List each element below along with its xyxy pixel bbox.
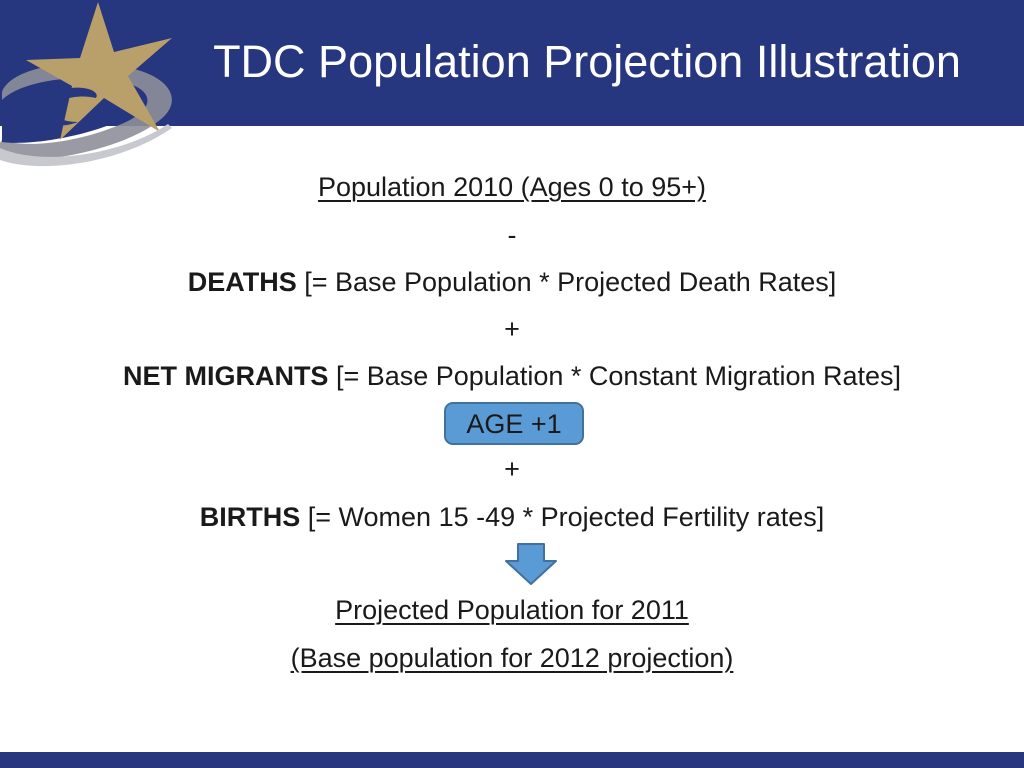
births-line: BIRTHS [= Women 15 -49 * Projected Ferti… bbox=[0, 500, 1024, 534]
tdc-star-logo-icon bbox=[0, 2, 172, 167]
down-arrow-icon bbox=[505, 543, 557, 585]
slide-title: TDC Population Projection Illustration bbox=[213, 36, 961, 87]
deaths-label: DEATHS bbox=[187, 267, 297, 297]
age-plus-one-box: AGE +1 bbox=[444, 402, 584, 445]
deaths-formula: [= Base Population * Projected Death Rat… bbox=[296, 267, 837, 297]
births-formula: [= Women 15 -49 * Projected Fertility ra… bbox=[300, 502, 825, 532]
base-2012-text: (Base population for 2012 projection) bbox=[290, 643, 734, 673]
population-2010-line: Population 2010 (Ages 0 to 95+) bbox=[0, 170, 1024, 204]
population-2010-text: Population 2010 (Ages 0 to 95+) bbox=[317, 172, 707, 202]
projected-2011-text: Projected Population for 2011 bbox=[335, 595, 689, 625]
net-migrants-formula: [= Base Population * Constant Migration … bbox=[328, 361, 902, 391]
net-migrants-line: NET MIGRANTS [= Base Population * Consta… bbox=[0, 359, 1024, 393]
footer-bar bbox=[0, 752, 1024, 768]
projected-2011-line: Projected Population for 2011 bbox=[0, 593, 1024, 627]
plus-operator-2: + bbox=[504, 454, 520, 484]
minus-operator: - bbox=[507, 220, 517, 250]
base-2012-line: (Base population for 2012 projection) bbox=[0, 641, 1024, 675]
births-label: BIRTHS bbox=[199, 502, 301, 532]
net-migrants-label: NET MIGRANTS bbox=[122, 361, 329, 391]
deaths-line: DEATHS [= Base Population * Projected De… bbox=[0, 265, 1024, 299]
plus-operator-1: + bbox=[504, 314, 520, 344]
